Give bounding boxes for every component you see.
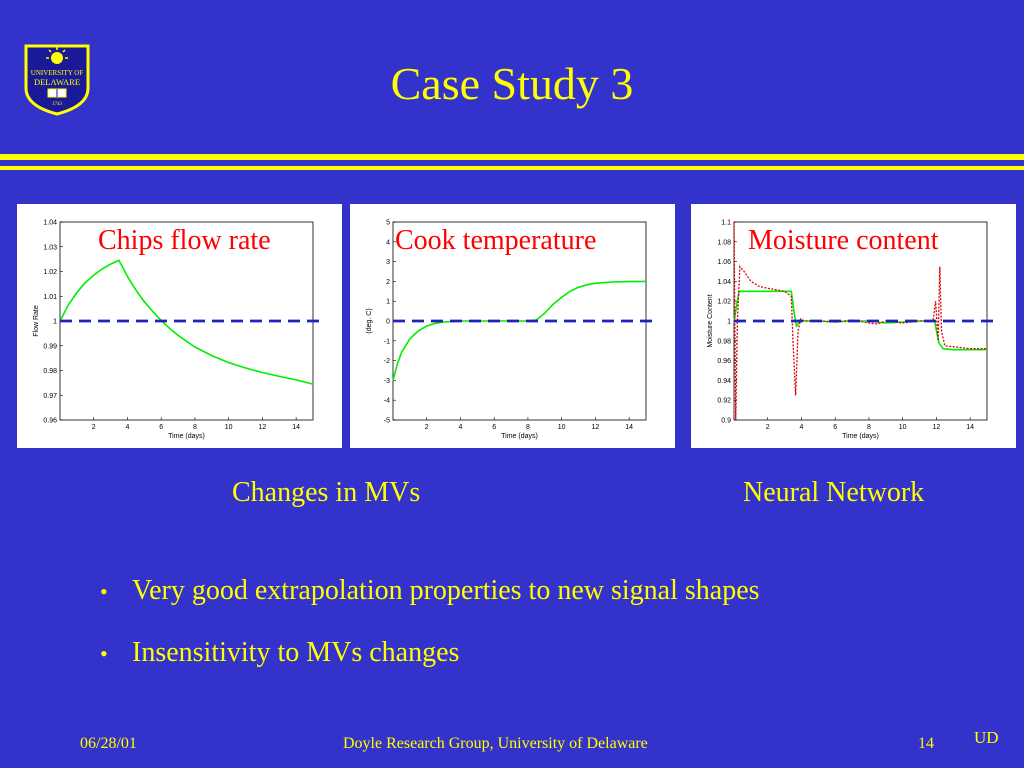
svg-text:UNIVERSITY OF: UNIVERSITY OF — [31, 69, 84, 77]
bullet-marker: • — [100, 579, 108, 604]
svg-text:1743: 1743 — [52, 102, 63, 107]
ud-mark: UD — [974, 728, 999, 747]
slide-title: Case Study 3 — [390, 58, 634, 109]
x-axis-label: Time (days) — [168, 433, 205, 440]
chips-flow-rate-chart: 2 4 6 8 10 12 14 0.96 0.97 0.98 0.99 1 1.01 1.02 1.03 1… — [33, 220, 325, 440]
x-tick-label: 12 — [592, 424, 600, 431]
footer-page-number: 14 — [918, 735, 934, 752]
x-tick-label: 4 — [459, 424, 463, 431]
x-tick-label: 2 — [425, 424, 429, 431]
x-axis-label: Time (days) — [842, 433, 879, 440]
y-tick-label: 3 — [386, 259, 390, 266]
y-tick-label: 1 — [53, 319, 57, 326]
y-tick-label: 0.96 — [43, 418, 57, 425]
chart-panel-cook-temperature: 2 4 6 8 10 12 14 -5 -4 -3 -2 -1 0 1 2 3 4 5 Time (days) (de… — [350, 204, 675, 448]
chart-panel-moisture-content: 2 4 6 8 10 12 14 0.9 0.92 0.94 0.96 0.98 1 1.02 1.04 1.… — [691, 204, 1016, 448]
y-tick-label: 0.97 — [43, 393, 57, 400]
title-rule-top — [0, 154, 1024, 160]
x-tick-label: 10 — [225, 424, 233, 431]
y-tick-label: 2 — [386, 279, 390, 286]
y-tick-label: 1.08 — [717, 239, 731, 246]
y-tick-label: 1.02 — [717, 299, 731, 306]
x-tick-label: 10 — [899, 424, 907, 431]
x-tick-label: 10 — [558, 424, 566, 431]
footer-date: 06/28/01 — [80, 735, 137, 752]
moisture-content-chart: 2 4 6 8 10 12 14 0.9 0.92 0.94 0.96 0.98 1 1.02 1.04 1.… — [707, 220, 999, 440]
y-tick-label: 1 — [727, 319, 731, 326]
y-tick-label: 1 — [386, 299, 390, 306]
y-tick-label: 0.96 — [717, 358, 731, 365]
x-tick-label: 12 — [259, 424, 267, 431]
y-tick-label: 1.03 — [43, 244, 57, 251]
cook-temperature-title: Cook temperature — [395, 225, 597, 256]
y-tick-label: 0.92 — [717, 398, 731, 405]
svg-text:DELAWARE: DELAWARE — [34, 77, 80, 87]
series-line — [59, 259, 314, 385]
x-tick-label: 14 — [625, 424, 633, 431]
y-tick-label: 5 — [386, 220, 390, 227]
x-tick-label: 4 — [800, 424, 804, 431]
y-tick-label: 0.98 — [717, 338, 731, 345]
y-tick-label: 0.94 — [717, 378, 731, 385]
y-tick-label: 1.1 — [721, 220, 731, 227]
chart-panel-chips-flow-rate: 2 4 6 8 10 12 14 0.96 0.97 0.98 0.99 1 1.01 1.02 1.03 1… — [17, 204, 342, 448]
y-tick-label: -3 — [384, 378, 390, 385]
x-tick-label: 2 — [92, 424, 96, 431]
bullet-marker: • — [100, 641, 108, 666]
x-tick-label: 4 — [126, 424, 130, 431]
x-tick-label: 6 — [833, 424, 837, 431]
x-tick-label: 8 — [526, 424, 530, 431]
bullet-text: Very good extrapolation properties to ne… — [132, 575, 760, 606]
x-axis-label: Time (days) — [501, 433, 538, 440]
x-tick-label: 6 — [159, 424, 163, 431]
neural-network-caption: Neural Network — [743, 477, 925, 508]
series-line — [733, 221, 987, 421]
y-tick-label: 1.02 — [43, 269, 57, 276]
y-tick-label: -1 — [384, 338, 390, 345]
bullet-item: • Very good extrapolation properties to n… — [100, 574, 760, 609]
y-tick-label: -2 — [384, 358, 390, 365]
y-tick-label: 0.99 — [43, 343, 57, 350]
y-tick-label: 0.98 — [43, 368, 57, 375]
moisture-content-title: Moisture content — [748, 225, 939, 256]
x-tick-label: 12 — [933, 424, 941, 431]
series-line — [392, 280, 647, 381]
y-tick-label: 0 — [386, 319, 390, 326]
y-axis-label: Flow Rate — [33, 305, 40, 337]
x-tick-label: 8 — [193, 424, 197, 431]
x-tick-label: 14 — [966, 424, 974, 431]
bullet-text: Insensitivity to MVs changes — [132, 637, 460, 668]
y-tick-label: -4 — [384, 398, 390, 405]
y-axis-label: (deg. C) — [366, 308, 373, 333]
x-tick-label: 14 — [292, 424, 300, 431]
chips-flow-rate-title: Chips flow rate — [98, 225, 271, 256]
bullet-item: • Insensitivity to MVs changes — [100, 636, 459, 671]
footer-center: Doyle Research Group, University of Dela… — [343, 735, 648, 752]
y-tick-label: 0.9 — [721, 418, 731, 425]
y-tick-label: 1.04 — [43, 220, 57, 227]
x-tick-label: 2 — [766, 424, 770, 431]
x-tick-label: 6 — [492, 424, 496, 431]
y-tick-label: 1.01 — [43, 294, 57, 301]
university-logo: UNIVERSITY OF DELAWARE 1743 — [22, 42, 92, 116]
y-axis-label: Moisture Content — [707, 294, 714, 347]
y-tick-label: 1.06 — [717, 259, 731, 266]
y-tick-label: -5 — [384, 418, 390, 425]
x-tick-label: 8 — [867, 424, 871, 431]
title-rule-bottom — [0, 166, 1024, 170]
changes-in-mvs-caption: Changes in MVs — [232, 477, 421, 508]
y-tick-label: 1.04 — [717, 279, 731, 286]
y-tick-label: 4 — [386, 239, 390, 246]
